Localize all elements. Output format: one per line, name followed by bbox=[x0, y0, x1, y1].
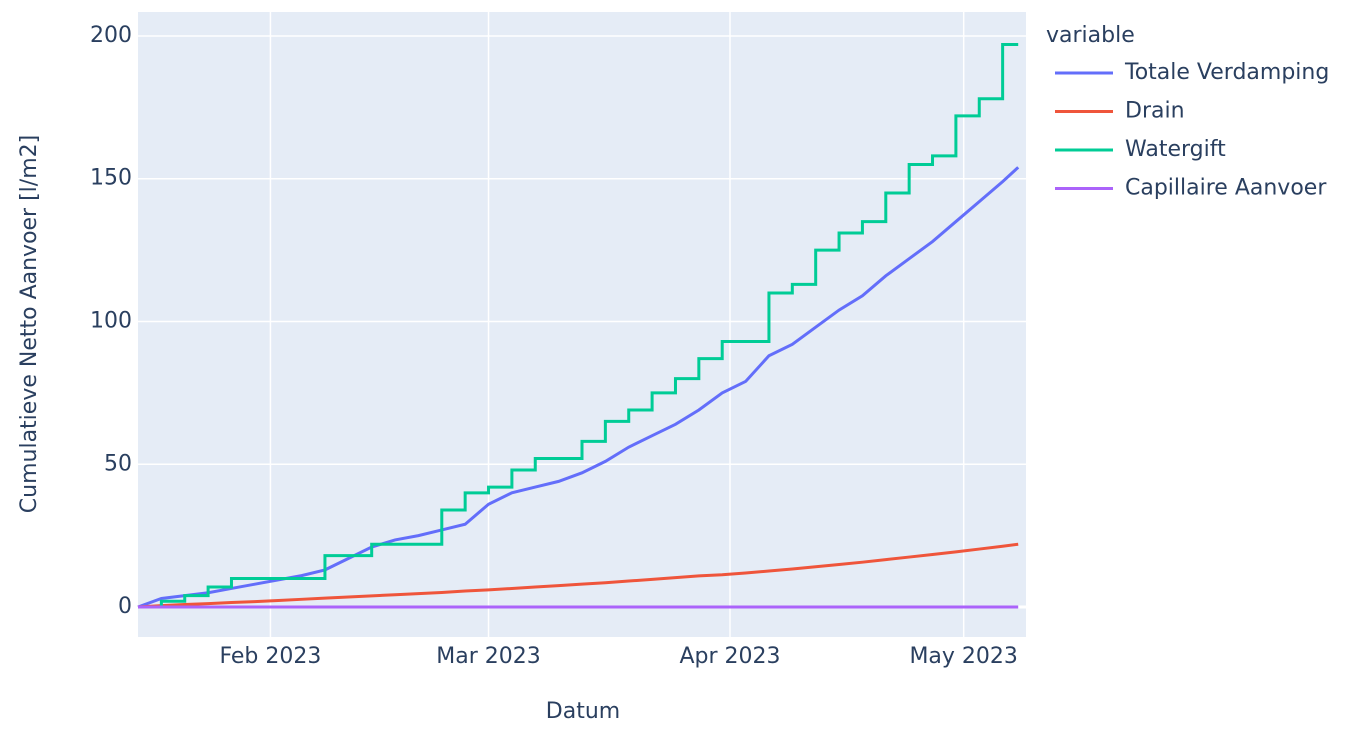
y-tick-label: 150 bbox=[90, 166, 132, 191]
x-axis-title: Datum bbox=[546, 699, 620, 724]
legend-title: variable bbox=[1046, 23, 1135, 48]
y-tick-label: 200 bbox=[90, 23, 132, 48]
x-tick-label: Apr 2023 bbox=[679, 644, 780, 669]
legend-label: Drain bbox=[1125, 99, 1185, 124]
y-tick-label: 100 bbox=[90, 309, 132, 334]
legend-label: Totale Verdamping bbox=[1124, 60, 1329, 85]
y-axis-title: Cumulatieve Netto Aanvoer [l/m2] bbox=[17, 135, 42, 513]
y-tick-label: 50 bbox=[104, 451, 132, 476]
series-line bbox=[138, 43, 1019, 609]
y-tick-label: 0 bbox=[118, 594, 132, 619]
x-tick-label: May 2023 bbox=[909, 644, 1017, 669]
legend-label: Watergift bbox=[1125, 137, 1226, 162]
plot-area bbox=[138, 12, 1026, 637]
legend-label: Capillaire Aanvoer bbox=[1125, 176, 1327, 201]
series-line bbox=[137, 542, 1019, 609]
x-tick-label: Mar 2023 bbox=[436, 644, 541, 669]
x-tick-label: Feb 2023 bbox=[219, 644, 321, 669]
